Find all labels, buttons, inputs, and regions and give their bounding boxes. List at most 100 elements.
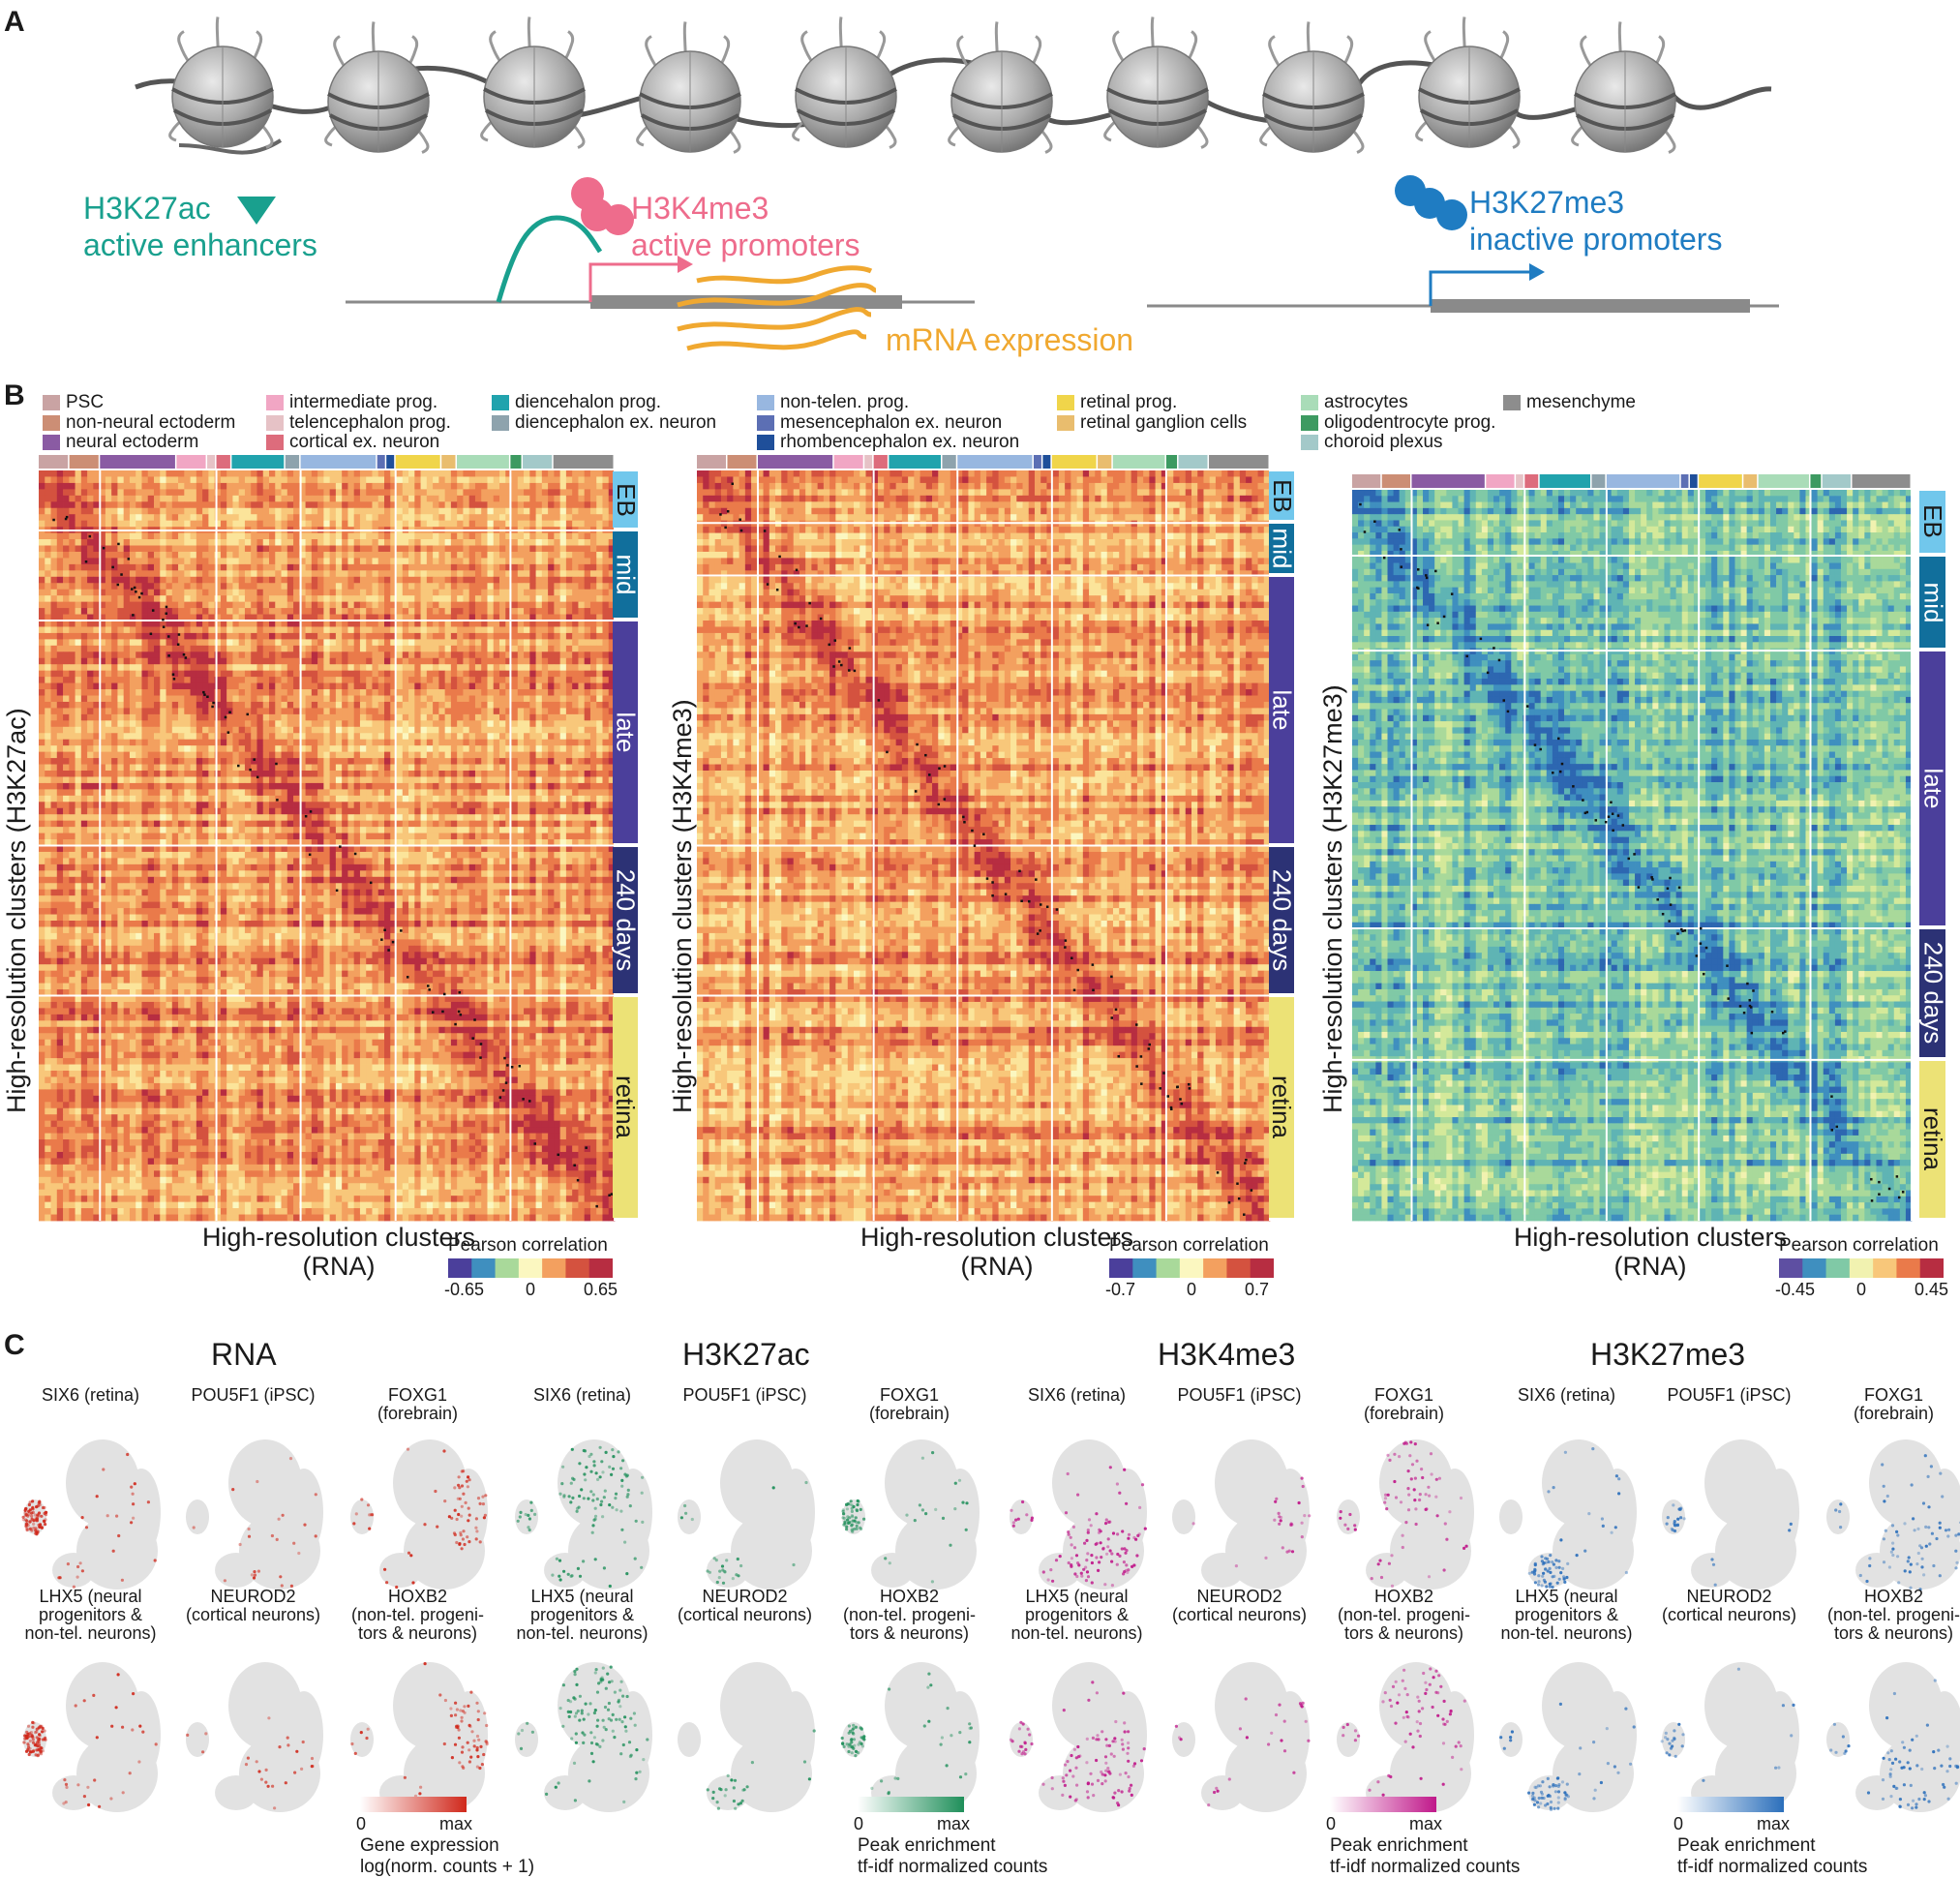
stage-label-late: late [1919, 651, 1945, 925]
column-group-bar [377, 455, 385, 469]
umap-plot [6, 1648, 170, 1827]
stage-label-mid: mid [613, 531, 638, 618]
legend-label: retinal ganglion cells [1080, 412, 1247, 434]
gene-label: LHX5 (neural progenitors & non-tel. neur… [1482, 1588, 1651, 1643]
colorbar-min: -0.65 [444, 1280, 484, 1300]
legend-swatch [492, 415, 509, 431]
stage-label-retina: retina [1919, 1061, 1945, 1218]
column-group-bar [1759, 474, 1809, 488]
legend-item: telencephalon prog. [266, 412, 451, 434]
legend-item: cortical ex. neuron [266, 432, 439, 453]
colorbar-max: 0.7 [1245, 1280, 1269, 1300]
legend-item: oligodentrocyte prog. [1301, 412, 1495, 434]
legend-label: intermediate prog. [289, 392, 437, 413]
umap-plot [498, 1425, 662, 1604]
legend-label: neural ectoderm [66, 432, 198, 453]
legend-label: telencephalon prog. [289, 412, 451, 434]
stage-label-retina: retina [613, 997, 638, 1219]
legend-swatch [43, 415, 60, 431]
legend-min: 0 [356, 1814, 366, 1834]
nucleosome [1261, 22, 1364, 153]
nucleosome [794, 17, 896, 148]
nucleosome [1105, 17, 1208, 148]
column-group-bar [554, 455, 614, 469]
column-group-bar [697, 455, 726, 469]
umap-plot [1809, 1425, 1960, 1604]
column-group-bar [889, 455, 941, 469]
legend-swatch [757, 415, 774, 431]
heatmap-grid [39, 455, 617, 1225]
stage-label-text: mid [1267, 528, 1297, 568]
legend-label: retinal prog. [1080, 392, 1177, 413]
umap-plot [992, 1648, 1157, 1827]
legend-swatch [492, 395, 509, 410]
legend-min: 0 [1326, 1814, 1336, 1834]
legend-label: PSC [66, 392, 104, 413]
gene-label: NEUROD2 (cortical neurons) [1644, 1588, 1814, 1624]
h3k4me3-mark-desc: active promoters [631, 227, 860, 263]
legend-swatch [1503, 395, 1521, 410]
legend-swatch [757, 435, 774, 450]
column-group-bar [1690, 474, 1698, 488]
heatmap-1 [39, 455, 617, 1225]
column-group-bar [510, 455, 521, 469]
legend-item: astrocytes [1301, 392, 1408, 413]
modality-heading: RNA [211, 1337, 277, 1373]
umap-plot [1319, 1425, 1484, 1604]
h3k4me3-mark-name: H3K4me3 [631, 190, 860, 227]
column-group-bar [834, 455, 863, 469]
column-group-bar [727, 455, 756, 469]
gene-label: HOXB2 (non-tel. progeni- tors & neurons) [1809, 1588, 1960, 1643]
stage-label-text: 240 days [1267, 868, 1297, 971]
column-group-bar [1810, 474, 1821, 488]
mrna-expression-label: mRNA expression [886, 321, 1133, 358]
column-group-bar [1524, 474, 1538, 488]
nucleosome [170, 17, 273, 148]
column-group-bar [1042, 455, 1050, 469]
legend-min: 0 [854, 1814, 863, 1834]
column-group-bar [874, 455, 888, 469]
column-group-bar [957, 455, 1032, 469]
column-group-bar [1591, 474, 1605, 488]
legend-label: oligodentrocyte prog. [1324, 412, 1495, 434]
column-group-bar [1823, 474, 1851, 488]
stage-label-text: retina [611, 1075, 641, 1138]
gene-label: FOXG1 (forebrain) [333, 1386, 502, 1423]
legend-title: Peak enrichment tf-idf normalized counts [1330, 1835, 1520, 1878]
modality-heading: H3K27me3 [1590, 1337, 1745, 1373]
stage-label-text: 240 days [1917, 942, 1947, 1045]
legend-title: Peak enrichment tf-idf normalized counts [1677, 1835, 1867, 1878]
gene-label: HOXB2 (non-tel. progeni- tors & neurons) [1319, 1588, 1489, 1643]
panel-label-c: C [4, 1329, 25, 1362]
panel-label-b: B [4, 379, 25, 412]
stage-label-text: mid [1917, 582, 1947, 622]
column-group-bar [207, 455, 215, 469]
legend-item: retinal ganglion cells [1057, 412, 1247, 434]
legend-swatch [266, 435, 284, 450]
legend-swatch [1301, 395, 1318, 410]
legend-title: Peak enrichment tf-idf normalized counts [858, 1835, 1047, 1878]
stage-label-text: mid [611, 555, 641, 595]
legend-label: diencehalon prog. [515, 392, 661, 413]
column-group-bar [217, 455, 230, 469]
colorbar-title: Pearson correlation [1109, 1235, 1269, 1257]
heatmap-y-label: High-resolution clusters (H3K27ac) [2, 708, 32, 1113]
h3k27me3-mark-name: H3K27me3 [1469, 184, 1722, 221]
legend-title: Gene expression log(norm. counts + 1) [360, 1835, 534, 1878]
legend-item: intermediate prog. [266, 392, 437, 413]
legend-swatch [43, 435, 60, 450]
colorbar-max: 0.65 [584, 1280, 618, 1300]
column-group-bar [758, 455, 832, 469]
h3k27ac-mark-desc: active enhancers [83, 227, 317, 263]
gene-label: POU5F1 (iPSC) [168, 1386, 338, 1405]
stage-label-retina: retina [1269, 997, 1294, 1219]
legend-label: mesencephalon ex. neuron [780, 412, 1002, 434]
column-group-bar [231, 455, 284, 469]
gene-label: POU5F1 (iPSC) [660, 1386, 829, 1405]
column-group-bar [1743, 474, 1757, 488]
umap-plot [6, 1425, 170, 1604]
stage-label-text: late [1917, 769, 1947, 809]
legend-label: mesenchyme [1526, 392, 1636, 413]
gene-label: SIX6 (retina) [498, 1386, 667, 1405]
stage-label-text: retina [1917, 1107, 1947, 1170]
